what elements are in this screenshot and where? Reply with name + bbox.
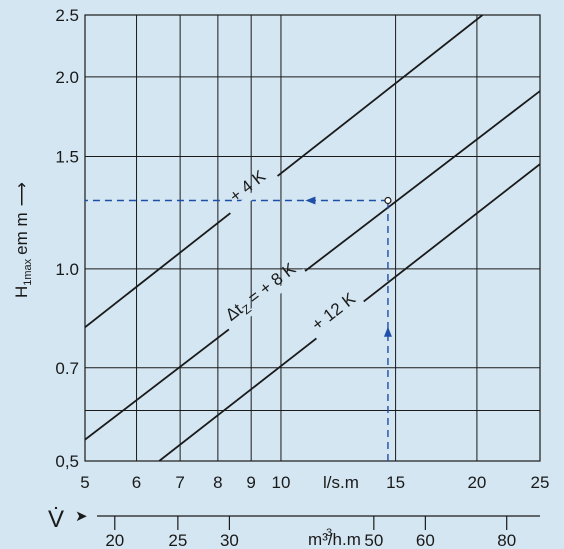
operating-point-marker [384,196,392,205]
secondary-unit-label: m³/h.m [308,530,361,549]
secondary-unit-m: m³/h.m [308,530,361,549]
x-unit-label: l/s.m [323,473,359,492]
secondary-tick-label: 25 [168,531,187,549]
series-line [85,90,540,441]
secondary-tick-label: 50 [364,531,383,549]
series-label-group: + 12 K [308,289,366,341]
x-tick-label: 5 [80,473,89,492]
guide-layer [85,196,392,461]
x-tick-label: 10 [271,473,290,492]
label-layer: 5 6 7 8 9 10 15 20 25 0,5 0.7 1.0 1.5 2.0 2.5 20 25 30 50 6… [55,6,549,549]
y-tick-label: 1.0 [55,260,79,279]
series-label-gap [314,299,366,341]
y-tick-label: 0.7 [55,359,79,378]
series-label-group: + 4 K [226,166,280,216]
up-arrow-icon [383,326,392,337]
y-tick-label: 0,5 [55,452,79,471]
secondary-tick-label: 20 [105,531,124,549]
y-axis-title: H1max em m ⟶ [12,182,34,298]
flow-rate-arrow: ➤ [75,508,88,525]
series-line [85,15,484,329]
series-label-gap [227,268,307,332]
svg-text:H1maxem m⟶: H1max em m ⟶ [12,182,34,298]
y-axis-title-sub: 1max [22,258,34,285]
x-tick-label: 7 [175,473,184,492]
secondary-tick-label: 60 [416,531,435,549]
y-tick-label: 2.5 [55,6,79,25]
secondary-tick-label: 80 [497,531,516,549]
x-tick-label: 6 [132,473,141,492]
series-layer [85,15,540,461]
y-axis-title-arrow: ⟶ [12,182,31,206]
grid-layer [84,14,541,530]
x-tick-label: 20 [467,473,486,492]
secondary-tick-label: 30 [220,531,239,549]
flow-rate-symbol: V̇ [48,505,64,533]
plot-frame [84,14,541,462]
y-axis-title-main: H [12,286,31,298]
series-label-gap [228,173,280,216]
x-tick-label: 25 [531,473,550,492]
left-arrow-icon [305,196,316,205]
y-tick-label: 2.0 [55,68,79,87]
x-tick-label: 8 [213,473,222,492]
x-tick-label: 9 [246,473,255,492]
series-label-group: ΔtZ = + 8 K [222,259,307,332]
x-tick-label: 15 [386,473,405,492]
secondary-unit-superscript: 3 [326,527,332,539]
y-tick-label: 1.5 [55,148,79,167]
y-axis-title-unit: em m [12,212,31,255]
